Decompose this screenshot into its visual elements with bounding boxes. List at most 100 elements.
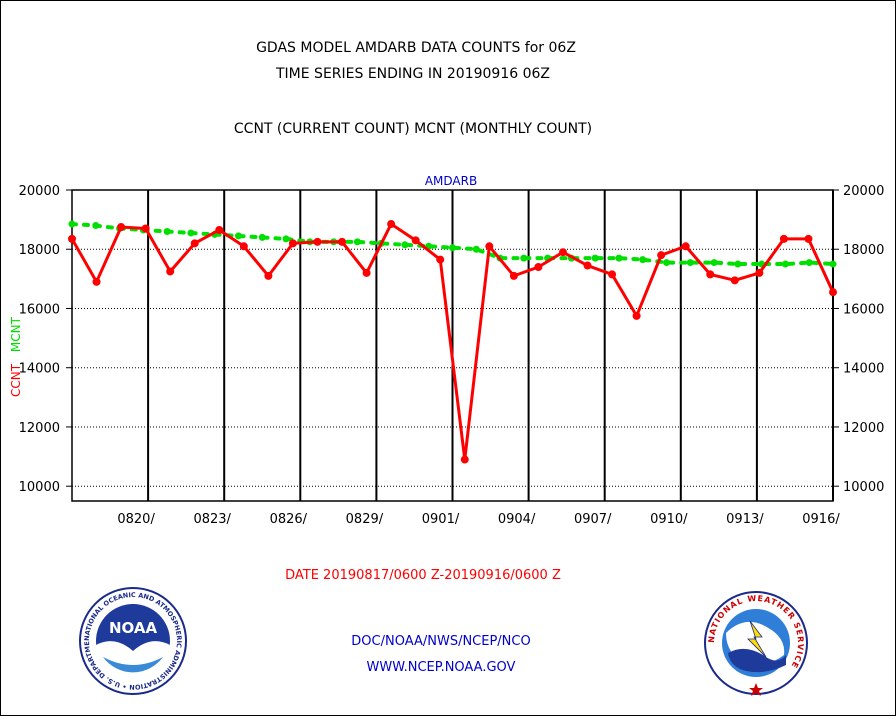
data-point-mcnt xyxy=(282,235,290,243)
axes xyxy=(71,189,834,502)
x-tick-label: 0904/ xyxy=(498,512,536,527)
title-line-2: TIME SERIES ENDING IN 20190916 06Z xyxy=(275,66,550,82)
grid xyxy=(72,190,834,501)
noaa-logo-text: NOAA xyxy=(109,619,158,637)
data-point-ccnt xyxy=(239,242,248,251)
data-point-ccnt xyxy=(460,455,469,464)
data-point-ccnt xyxy=(509,271,518,280)
y-tick-label-right: 14000 xyxy=(843,362,884,377)
chart-subtitle: CCNT (CURRENT COUNT) MCNT (MONTHLY COUNT… xyxy=(234,121,592,137)
data-point-mcnt xyxy=(781,260,789,268)
data-point-mcnt xyxy=(615,254,623,262)
data-point-ccnt xyxy=(117,223,126,232)
data-point-mcnt xyxy=(68,220,76,228)
data-point-ccnt xyxy=(829,288,837,297)
data-point-mcnt xyxy=(449,244,456,252)
x-tick-label: 0916/ xyxy=(802,512,840,527)
data-point-mcnt xyxy=(520,254,528,262)
data-point-mcnt xyxy=(734,260,742,268)
data-point-ccnt xyxy=(313,237,322,246)
series-line-ccnt xyxy=(70,222,835,462)
plot-border xyxy=(71,189,834,502)
y-tick-label-left: 10000 xyxy=(19,480,60,495)
data-point-ccnt xyxy=(706,270,715,279)
agency-text: DOC/NOAA/NWS/NCEP/NCO xyxy=(351,634,530,649)
y-label-mcnt: MCNT xyxy=(9,316,23,352)
data-point-ccnt xyxy=(632,311,641,320)
x-tick-label: 0826/ xyxy=(270,512,308,527)
data-point-mcnt xyxy=(92,222,100,230)
x-tick-label: 0901/ xyxy=(422,512,460,527)
svg-text:CCNT MCNT: CCNT MCNT xyxy=(9,316,23,397)
data-point-ccnt xyxy=(755,268,764,277)
x-tick-label: 0829/ xyxy=(346,512,384,527)
data-point-mcnt xyxy=(663,259,671,267)
y-tick-label-right: 18000 xyxy=(843,243,884,258)
data-point-ccnt xyxy=(534,263,543,272)
x-tick-label: 0913/ xyxy=(726,512,764,527)
title-line-1: GDAS MODEL AMDARB DATA COUNTS for 06Z xyxy=(256,40,576,56)
data-point-ccnt xyxy=(804,234,813,243)
y-tick-label-left: 20000 xyxy=(19,184,60,199)
data-point-ccnt xyxy=(608,270,617,279)
noaa-logo: NOAA NATIONAL OCEANIC AND ATMOSPHERIC AD… xyxy=(79,587,187,695)
x-tick-label: 0907/ xyxy=(574,512,612,527)
data-point-mcnt xyxy=(591,254,599,262)
x-ticks: 0820/0823/0826/0829/0901/0904/0907/0910/… xyxy=(117,512,840,527)
data-point-ccnt xyxy=(485,242,494,251)
date-range: DATE 20190817/0600 Z-20190916/0600 Z xyxy=(285,568,561,583)
data-point-ccnt xyxy=(215,225,224,234)
y-label-ccnt: CCNT xyxy=(9,363,23,397)
series-ccnt xyxy=(68,220,837,464)
series-line-mcnt xyxy=(70,222,835,267)
data-point-mcnt xyxy=(686,259,694,267)
data-point-ccnt xyxy=(338,237,347,246)
data-point-mcnt xyxy=(829,260,837,268)
data-point-ccnt xyxy=(583,261,592,270)
data-point-ccnt xyxy=(436,255,445,264)
data-point-ccnt xyxy=(362,268,371,277)
x-tick-label: 0910/ xyxy=(650,512,688,527)
y-tick-label-left: 14000 xyxy=(19,362,60,377)
data-point-ccnt xyxy=(387,220,396,229)
x-tick-label: 0820/ xyxy=(117,512,155,527)
data-point-mcnt xyxy=(710,259,718,267)
data-point-mcnt xyxy=(187,229,195,237)
data-point-ccnt xyxy=(411,236,420,245)
data-point-ccnt xyxy=(779,234,788,243)
y-ticks-right: 10000 12000 14000 16000 18000 20000 xyxy=(833,184,884,495)
data-point-mcnt xyxy=(258,233,266,241)
website-link[interactable]: WWW.NCEP.NOAA.GOV xyxy=(367,660,516,675)
star-icon xyxy=(749,683,763,696)
y-axis-label: CCNT MCNT xyxy=(9,316,23,397)
data-point-mcnt xyxy=(639,256,647,264)
y-tick-label-right: 20000 xyxy=(843,184,884,199)
y-tick-label-left: 18000 xyxy=(19,243,60,258)
data-point-mcnt xyxy=(472,245,480,253)
data-point-ccnt xyxy=(657,251,666,260)
data-point-mcnt xyxy=(805,259,813,267)
data-point-ccnt xyxy=(190,239,199,248)
y-tick-label-right: 12000 xyxy=(843,421,884,436)
data-point-mcnt xyxy=(234,232,242,240)
panel-label: AMDARB xyxy=(425,174,477,188)
data-point-ccnt xyxy=(166,267,175,276)
y-tick-label-left: 16000 xyxy=(19,302,60,317)
x-tick-label: 0823/ xyxy=(193,512,231,527)
nws-logo: NATIONAL WEATHER SERVICE xyxy=(704,591,808,696)
data-point-ccnt xyxy=(264,271,273,280)
data-point-ccnt xyxy=(141,224,150,233)
data-point-mcnt xyxy=(353,238,361,246)
data-point-ccnt xyxy=(681,242,690,251)
data-point-mcnt xyxy=(401,241,409,249)
data-point-ccnt xyxy=(558,248,567,257)
y-tick-label-right: 10000 xyxy=(843,480,884,495)
data-point-ccnt xyxy=(68,234,76,243)
y-tick-label-left: 12000 xyxy=(19,421,60,436)
y-ticks-left: 10000 12000 14000 16000 18000 20000 xyxy=(19,184,72,495)
data-point-ccnt xyxy=(92,277,101,286)
data-point-ccnt xyxy=(288,239,297,248)
data-point-ccnt xyxy=(730,276,739,285)
